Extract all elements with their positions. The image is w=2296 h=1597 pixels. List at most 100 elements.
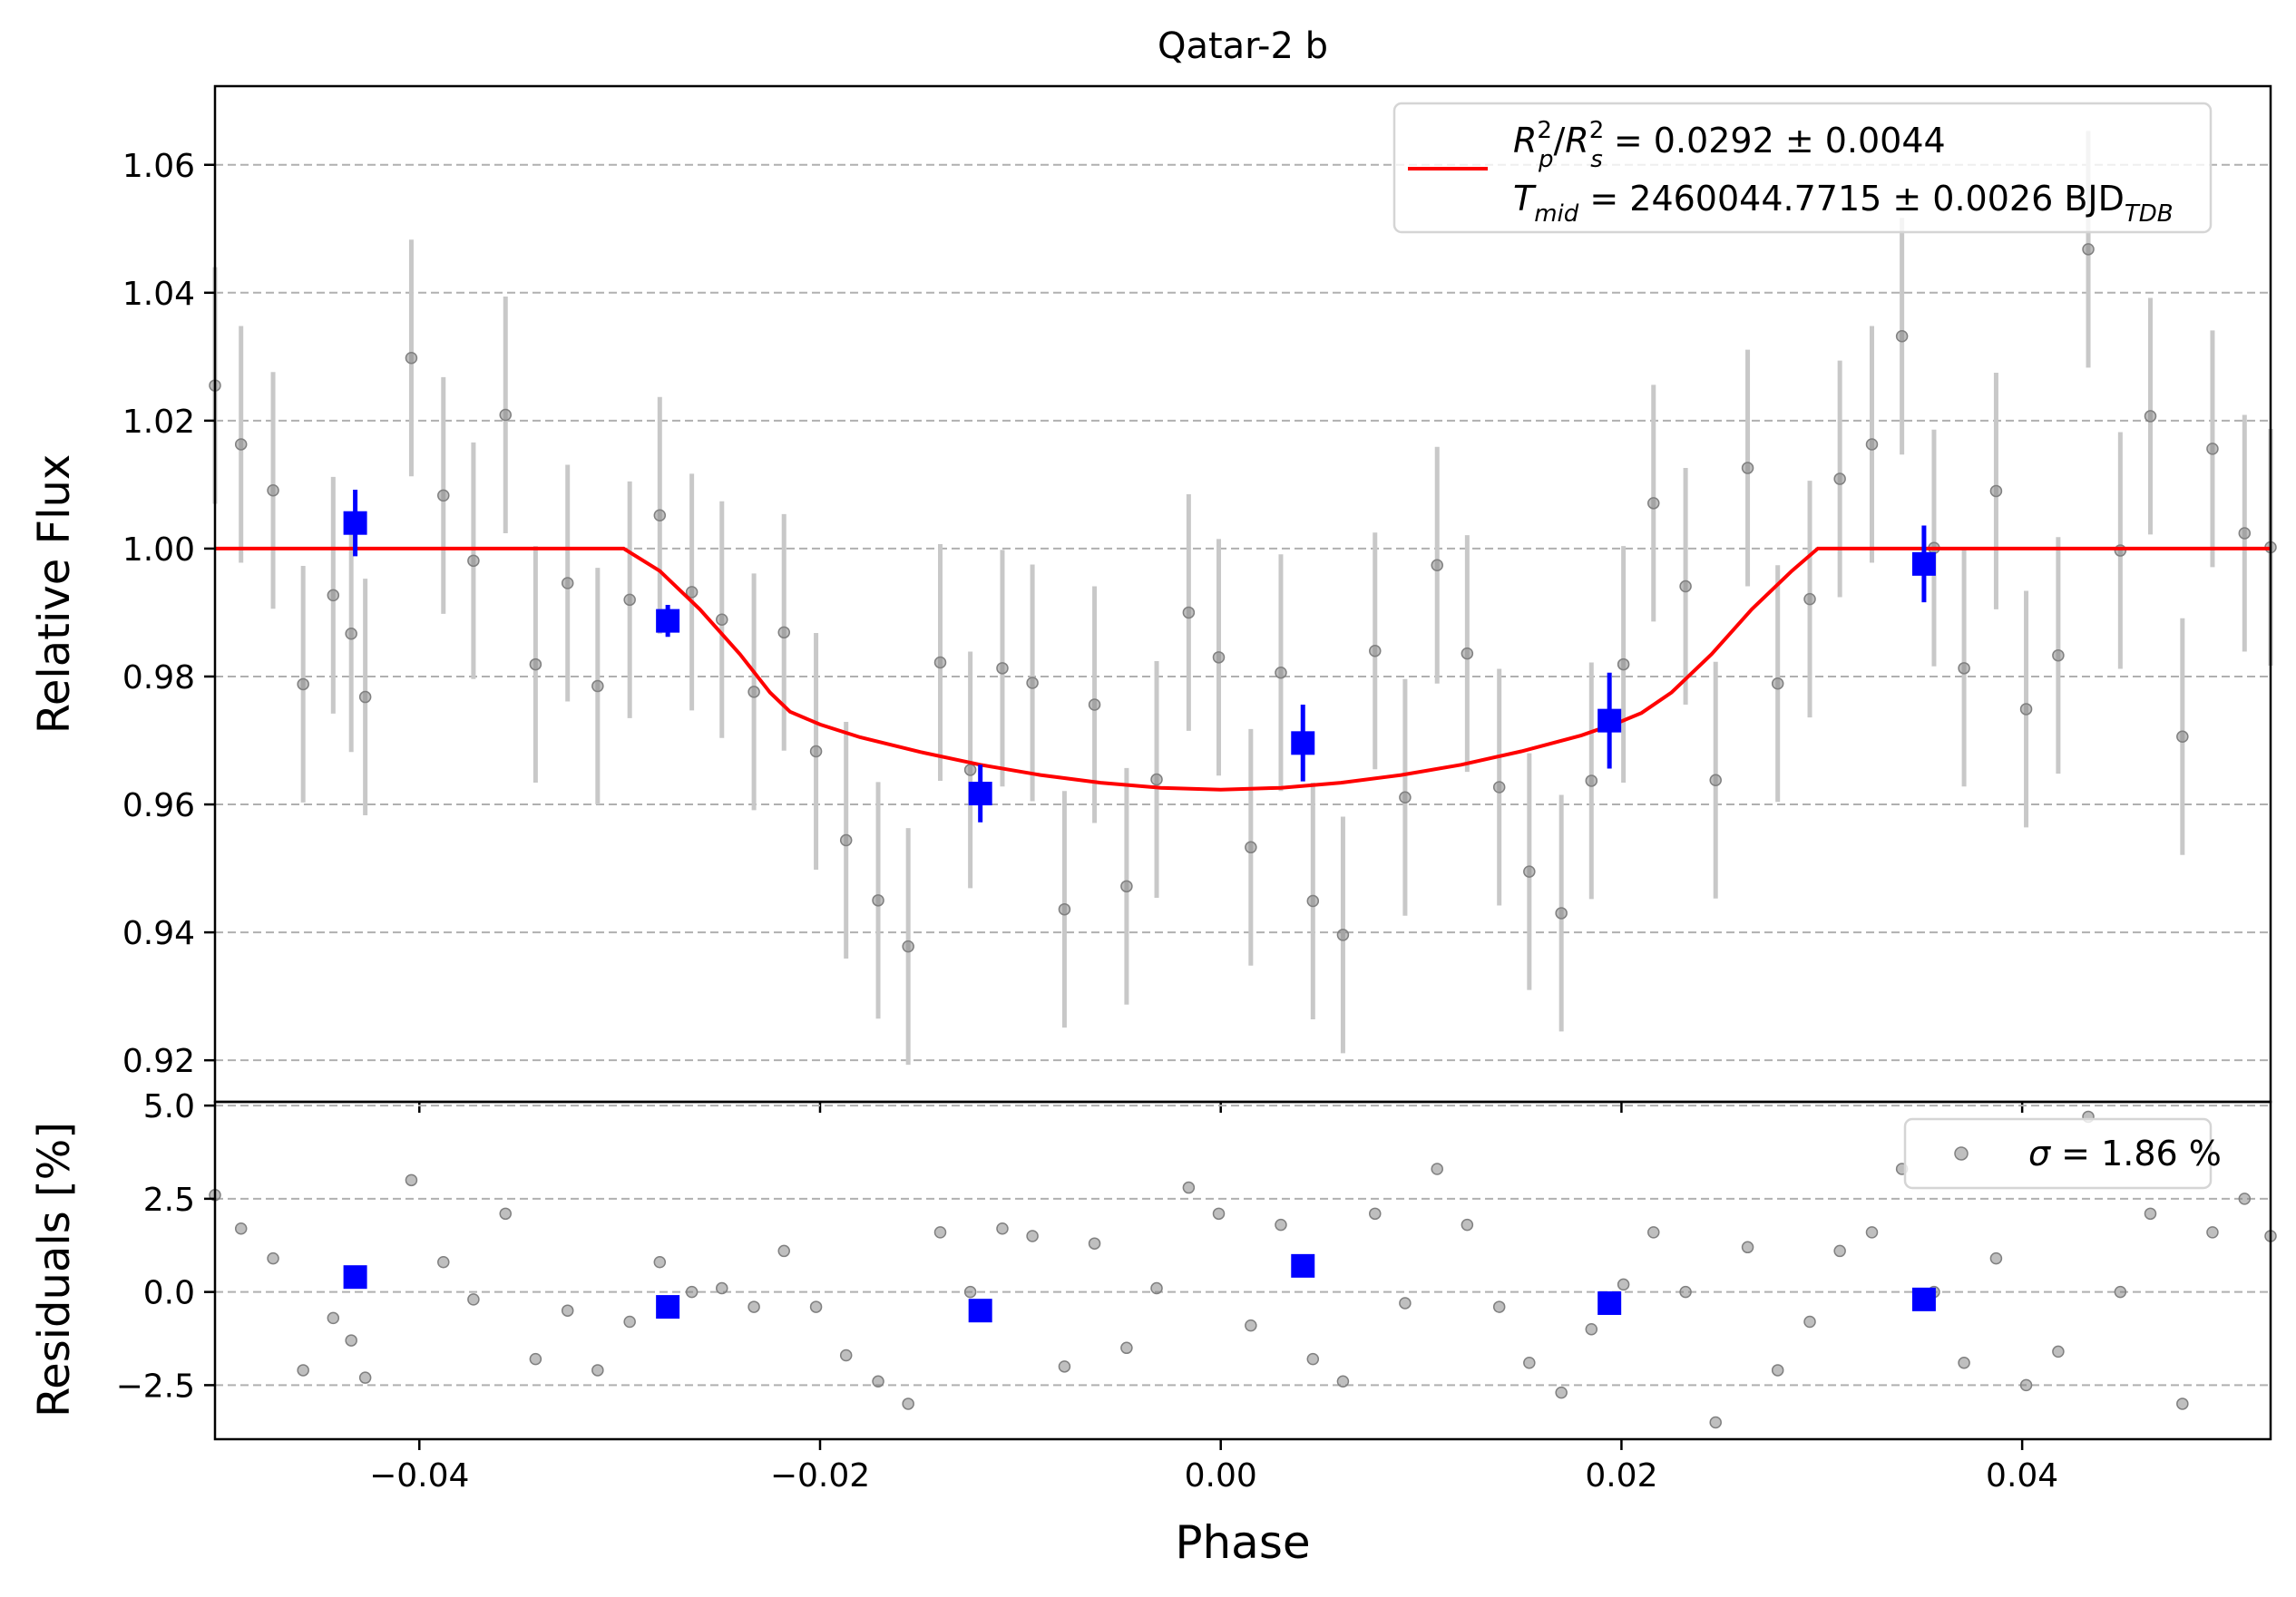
raw-flux-point (2019, 703, 2033, 716)
residual-point (963, 1285, 977, 1299)
residual-point (839, 1349, 853, 1362)
binned-flux-point (1911, 551, 1936, 576)
bottom-panel-binned-points (343, 1253, 1936, 1323)
raw-flux-point (1431, 559, 1443, 572)
residual-point (1617, 1278, 1630, 1291)
raw-flux-point (327, 589, 340, 602)
residual-point (405, 1173, 418, 1187)
raw-flux-point (1617, 657, 1630, 671)
raw-flux-point (437, 489, 450, 502)
residual-point (2144, 1207, 2157, 1221)
top-panel-y-ticks: 0.92 0.94 0.96 0.98 1.00 1.02 1.04 1.06 (122, 148, 2024, 1113)
legend-depth-sup2: 2 (1589, 117, 1605, 144)
raw-flux-point (561, 577, 574, 589)
residual-point (2238, 1193, 2252, 1205)
residual-point (623, 1315, 636, 1329)
residual-point (1989, 1251, 2003, 1265)
residual-point (1026, 1230, 1039, 1242)
raw-flux-point (716, 613, 728, 626)
raw-flux-point (963, 764, 977, 776)
raw-flux-point (1771, 677, 1784, 690)
residual-point (2052, 1345, 2065, 1358)
bottom-legend: σ = 1.86 % (1903, 1117, 2222, 1190)
x-tick-label: −0.02 (770, 1457, 870, 1495)
top-y-tick-label: 1.00 (122, 531, 195, 569)
raw-flux-point (2176, 730, 2189, 744)
residual-point (933, 1226, 947, 1239)
raw-flux-point (591, 679, 604, 693)
residual-point (777, 1244, 790, 1258)
raw-flux-point (872, 894, 884, 907)
raw-flux-point (1585, 774, 1598, 787)
raw-flux-point (2144, 410, 2157, 423)
residual-point (1833, 1244, 1846, 1258)
residual-point (437, 1256, 450, 1269)
legend-residual-marker (1954, 1146, 1969, 1161)
residual-point (2114, 1285, 2127, 1299)
binned-residual-point (343, 1265, 367, 1290)
residual-point (1088, 1237, 1101, 1250)
raw-flux-point (1306, 894, 1320, 908)
residual-point (747, 1300, 760, 1313)
raw-flux-point (1679, 579, 1692, 593)
top-y-tick-label: 1.02 (122, 404, 195, 441)
raw-flux-point (1492, 781, 1506, 794)
legend-depth-sym2: R (1565, 121, 1588, 161)
raw-flux-point (1741, 462, 1754, 474)
legend-tmid-sub2: TDB (2125, 200, 2174, 228)
raw-flux-point (685, 586, 699, 599)
residual-point (499, 1207, 512, 1221)
legend-sigma-text: σ = 1.86 % (2028, 1134, 2222, 1173)
x-axis-label: Phase (1175, 1516, 1310, 1569)
residual-point (1058, 1360, 1071, 1373)
top-y-axis-label: Relative Flux (29, 454, 80, 735)
raw-flux-point (1120, 880, 1133, 893)
raw-flux-point (499, 408, 512, 422)
raw-flux-point (1555, 907, 1568, 920)
binned-flux-point (656, 609, 680, 633)
raw-flux-point (529, 657, 542, 671)
residual-point (2176, 1397, 2189, 1410)
top-panel-raw-points (209, 243, 2277, 953)
residual-point (1150, 1281, 1163, 1295)
binned-flux-point (1291, 731, 1315, 755)
legend-sigma-sym: σ (2028, 1134, 2052, 1173)
bottom-panel-y-ticks: 5.0 2.5 0.0 −2.5 (116, 1088, 215, 1405)
raw-flux-point (623, 593, 636, 607)
raw-flux-point (2206, 443, 2219, 455)
binned-flux-point (343, 511, 367, 535)
bottom-y-tick-label: 0.0 (143, 1275, 195, 1312)
residual-point (1958, 1356, 1970, 1369)
top-y-tick-label: 1.06 (122, 148, 195, 185)
raw-flux-point (996, 662, 1009, 675)
bottom-y-tick-label: −2.5 (116, 1368, 195, 1405)
residual-point (1212, 1207, 1226, 1221)
residual-point (1399, 1297, 1412, 1310)
raw-flux-point (933, 656, 947, 669)
top-legend-frame (1392, 102, 2213, 234)
top-panel-binned-points (343, 511, 1936, 806)
x-tick-label: 0.04 (1986, 1457, 2058, 1495)
transit-model-line (215, 546, 2271, 792)
residual-point (1120, 1341, 1133, 1355)
residual-point (529, 1352, 542, 1366)
legend-sigma-value: = 1.86 % (2050, 1134, 2222, 1173)
residual-point (1709, 1416, 1722, 1429)
raw-flux-point (1523, 865, 1536, 878)
residual-point (1245, 1319, 1257, 1332)
legend-tmid-sym: T (1513, 179, 1537, 219)
residual-point (1182, 1181, 1196, 1194)
raw-flux-point (839, 833, 853, 847)
raw-flux-point (1058, 902, 1071, 916)
residual-point (1771, 1364, 1784, 1377)
residual-point (872, 1375, 884, 1388)
residual-point (234, 1222, 248, 1235)
residual-point (1803, 1315, 1816, 1329)
bottom-panel-x-ticks: −0.04 −0.02 0.00 0.02 0.04 (369, 1439, 2058, 1495)
top-legend: R2 p/R2 s = 0.0292 ± 0.0044 Tmid = 2460044… (1392, 102, 2213, 234)
legend-depth-sub1: p (1538, 146, 1554, 173)
legend-depth-sup1: 2 (1537, 117, 1552, 144)
raw-flux-point (1336, 929, 1350, 941)
residual-point (685, 1285, 699, 1299)
